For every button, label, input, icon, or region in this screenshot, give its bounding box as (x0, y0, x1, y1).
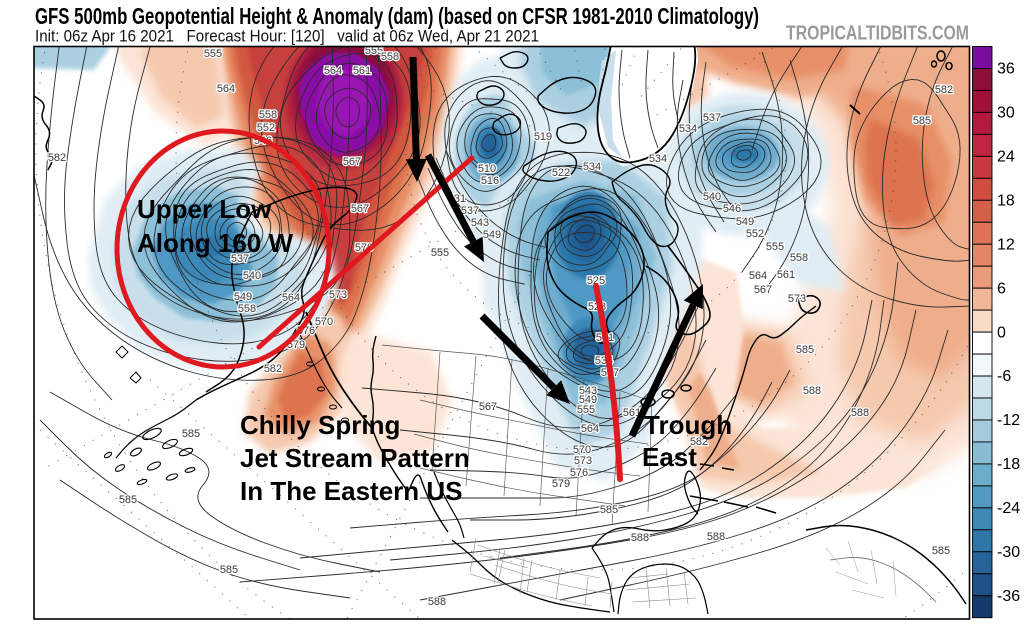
svg-text:588: 588 (428, 596, 446, 608)
svg-text:Chilly Spring: Chilly Spring (240, 410, 400, 440)
svg-text:558: 558 (259, 109, 277, 121)
svg-text:522: 522 (552, 167, 570, 179)
svg-text:552: 552 (257, 122, 275, 134)
svg-text:555: 555 (365, 45, 383, 57)
svg-text:582: 582 (690, 436, 708, 448)
svg-text:573: 573 (574, 455, 592, 467)
svg-text:555: 555 (204, 48, 222, 60)
svg-text:582: 582 (264, 363, 282, 375)
svg-text:-18: -18 (997, 456, 1020, 473)
svg-text:582: 582 (48, 152, 66, 164)
svg-text:TROPICALTIDBITS.COM: TROPICALTIDBITS.COM (786, 23, 969, 45)
svg-text:570: 570 (315, 316, 333, 328)
svg-text:588: 588 (707, 531, 725, 543)
svg-text:549: 549 (234, 291, 252, 303)
svg-text:567: 567 (351, 203, 369, 215)
svg-text:585: 585 (932, 545, 950, 557)
svg-text:-24: -24 (997, 500, 1020, 517)
svg-text:588: 588 (851, 407, 869, 419)
svg-text:30: 30 (997, 105, 1015, 122)
svg-text:-36: -36 (997, 588, 1020, 605)
svg-text:564: 564 (217, 83, 235, 95)
svg-text:534: 534 (583, 161, 601, 173)
svg-text:555: 555 (577, 404, 595, 416)
svg-text:579: 579 (552, 478, 570, 490)
svg-text:555: 555 (766, 241, 784, 253)
svg-text:546: 546 (723, 203, 741, 215)
svg-text:36: 36 (997, 61, 1015, 78)
svg-text:564: 564 (324, 65, 342, 77)
svg-text:-30: -30 (997, 544, 1020, 561)
svg-text:564: 564 (581, 423, 599, 435)
svg-text:585: 585 (600, 504, 618, 516)
svg-text:543: 543 (471, 217, 489, 229)
svg-text:0: 0 (997, 324, 1006, 341)
svg-text:Jet Stream Pattern: Jet Stream Pattern (240, 443, 470, 473)
svg-text:537: 537 (231, 253, 249, 265)
svg-text:540: 540 (703, 191, 721, 203)
svg-text:GFS 500mb Geopotential Height: GFS 500mb Geopotential Height & Anomaly … (35, 3, 759, 29)
svg-text:588: 588 (631, 532, 649, 544)
svg-text:555: 555 (431, 247, 449, 259)
svg-text:Init: 06z Apr 16 2021 Foreca: Init: 06z Apr 16 2021 Forecast Hour: [12… (35, 28, 539, 46)
svg-text:585: 585 (220, 564, 238, 576)
svg-text:549: 549 (579, 394, 597, 406)
svg-text:543: 543 (579, 385, 597, 397)
svg-text:552: 552 (746, 228, 764, 240)
svg-text:576: 576 (570, 467, 588, 479)
svg-text:534: 534 (649, 153, 667, 165)
svg-text:Upper Low: Upper Low (137, 194, 272, 224)
svg-text:564: 564 (749, 270, 767, 282)
svg-text:510: 510 (478, 163, 496, 175)
svg-text:549: 549 (736, 216, 754, 228)
svg-text:558: 558 (238, 303, 256, 315)
svg-text:519: 519 (534, 131, 552, 143)
svg-text:537: 537 (703, 112, 721, 124)
svg-text:564: 564 (282, 292, 300, 304)
svg-text:549: 549 (483, 229, 501, 241)
svg-text:In The Eastern US: In The Eastern US (240, 476, 463, 506)
svg-text:585: 585 (119, 494, 137, 506)
svg-text:567: 567 (479, 401, 497, 413)
svg-text:540: 540 (243, 270, 261, 282)
svg-text:Along 160 W: Along 160 W (137, 228, 293, 258)
svg-text:12: 12 (997, 236, 1015, 253)
svg-text:585: 585 (913, 115, 931, 127)
svg-text:24: 24 (997, 149, 1015, 166)
svg-text:588: 588 (803, 385, 821, 397)
svg-text:East: East (642, 442, 697, 472)
svg-text:537: 537 (461, 205, 479, 217)
svg-text:561: 561 (777, 269, 795, 281)
svg-text:558: 558 (790, 252, 808, 264)
svg-text:558: 558 (381, 51, 399, 63)
svg-text:573: 573 (788, 293, 806, 305)
svg-text:525: 525 (587, 275, 605, 287)
svg-text:585: 585 (182, 428, 200, 440)
svg-text:570: 570 (573, 444, 591, 456)
svg-text:6: 6 (997, 280, 1006, 297)
svg-text:534: 534 (679, 123, 697, 135)
svg-text:-6: -6 (997, 368, 1011, 385)
svg-text:573: 573 (329, 289, 347, 301)
svg-text:567: 567 (754, 284, 772, 296)
svg-text:Trough: Trough (644, 410, 732, 440)
svg-text:516: 516 (481, 175, 499, 187)
svg-text:582: 582 (935, 84, 953, 96)
svg-text:561: 561 (353, 65, 371, 77)
svg-text:-12: -12 (997, 412, 1020, 429)
svg-text:585: 585 (796, 344, 814, 356)
svg-text:567: 567 (343, 156, 361, 168)
svg-text:18: 18 (997, 193, 1015, 210)
